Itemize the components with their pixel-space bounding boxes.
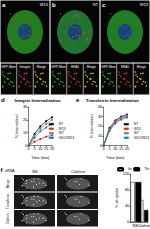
svg-text:EEA1: EEA1 [71, 65, 79, 69]
svg-text:10: 10 [38, 147, 42, 151]
svg-text:20: 20 [98, 124, 102, 128]
svg-text:Integrin Internalization: Integrin Internalization [14, 98, 60, 103]
svg-text:Merge: Merge [137, 65, 146, 69]
svg-text:120: 120 [123, 172, 129, 176]
svg-text:Int: Int [128, 167, 132, 171]
svg-text:NT: NT [59, 122, 63, 126]
svg-text:0: 0 [100, 143, 103, 148]
svg-text:Transferrin: Transferrin [6, 193, 10, 209]
svg-text:d: d [1, 97, 5, 103]
svg-text:f: f [1, 167, 4, 173]
svg-text:0: 0 [25, 143, 28, 148]
svg-text:10: 10 [23, 131, 27, 135]
svg-text:20: 20 [50, 147, 54, 151]
svg-text:GDO/W13: GDO/W13 [59, 136, 74, 140]
svg-text:Tfn: Tfn [144, 167, 149, 171]
svg-text:c: c [102, 2, 106, 8]
svg-text:W13: W13 [40, 2, 49, 7]
svg-text:5: 5 [108, 147, 110, 151]
svg-text:0: 0 [28, 147, 30, 151]
svg-text:Clathrin: Clathrin [6, 213, 10, 224]
svg-text:0: 0 [127, 220, 129, 224]
svg-text:% Internalized: % Internalized [15, 114, 19, 138]
svg-text:GFP-Mem: GFP-Mem [51, 65, 66, 69]
svg-text:20: 20 [125, 147, 129, 151]
svg-text:W7: W7 [134, 131, 139, 135]
svg-text:W7: W7 [59, 131, 64, 135]
svg-text:W13: W13 [59, 127, 66, 131]
svg-text:5: 5 [33, 147, 35, 151]
svg-text:W13: W13 [134, 127, 141, 131]
svg-text:Time (min): Time (min) [31, 156, 50, 160]
svg-text:10: 10 [98, 134, 102, 138]
svg-text:15: 15 [44, 147, 48, 151]
svg-text:Transferrin Internalization: Transferrin Internalization [86, 98, 139, 103]
svg-text:GFP-Mem: GFP-Mem [1, 65, 16, 69]
svg-text:a: a [2, 2, 6, 8]
svg-text:Merge: Merge [87, 65, 96, 69]
svg-text:15: 15 [119, 147, 123, 151]
svg-text:30: 30 [23, 105, 27, 109]
svg-text:Clathrin: Clathrin [137, 224, 150, 228]
svg-text:% of uptake: % of uptake [115, 188, 119, 208]
svg-text:NS: NS [32, 169, 38, 174]
svg-text:20: 20 [23, 118, 27, 122]
svg-text:GFP-Mem: GFP-Mem [101, 65, 116, 69]
svg-text:NS: NS [132, 223, 138, 228]
svg-text:NT: NT [134, 122, 138, 126]
svg-text:30: 30 [98, 115, 102, 119]
svg-text:Merge: Merge [6, 179, 10, 188]
svg-text:10: 10 [113, 147, 117, 151]
svg-text:Time (min): Time (min) [106, 156, 125, 160]
svg-text:b: b [52, 2, 56, 8]
svg-text:Merge: Merge [37, 65, 46, 69]
svg-text:Integrin: Integrin [20, 65, 31, 69]
svg-text:NT: NT [93, 2, 99, 7]
svg-text:40: 40 [98, 105, 102, 109]
svg-text:% Internalized: % Internalized [90, 114, 94, 138]
svg-text:0: 0 [103, 147, 105, 151]
svg-text:GDO/W13: GDO/W13 [134, 136, 149, 140]
svg-text:W13: W13 [140, 2, 149, 7]
svg-text:e: e [76, 97, 80, 103]
svg-text:EEA1: EEA1 [121, 65, 129, 69]
svg-text:siRNA: siRNA [5, 169, 16, 173]
svg-text:40: 40 [125, 204, 129, 208]
svg-text:80: 80 [125, 188, 129, 192]
svg-text:Clathrin: Clathrin [71, 169, 85, 174]
